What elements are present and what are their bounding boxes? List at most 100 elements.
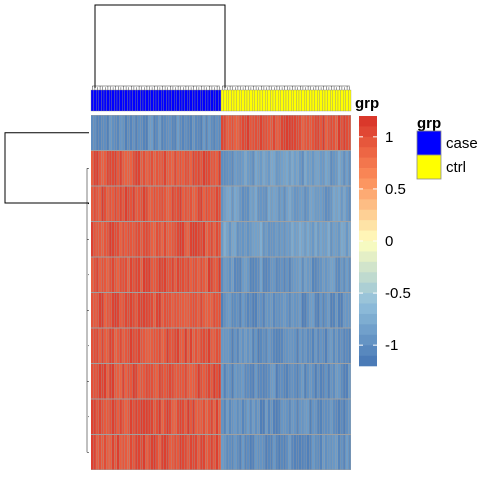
heatmap-cell [179,293,182,328]
heatmap-cell [106,293,109,328]
heatmap-cell [262,115,265,150]
heatmap-cell [150,186,154,221]
heatmap-cell [252,293,255,328]
heatmap-cell [288,222,291,257]
heatmap-cell [200,151,203,186]
heatmap-cell [345,151,349,186]
heatmap-cell [208,151,211,186]
heatmap-cell [325,222,328,257]
heatmap-cell [106,364,109,399]
heatmap-cell [215,293,219,328]
heatmap-cell [299,364,302,399]
heatmap-cell [296,186,299,221]
annotation-cell-case [174,89,177,112]
heatmap-cell [114,151,117,186]
heatmap-cell [104,115,107,150]
heatmap-cell [218,399,221,434]
heatmap-cell [301,186,304,221]
heatmap-cell [106,222,109,257]
heatmap-cell [236,257,239,292]
heatmap-cell [130,328,133,363]
heatmap-cell [249,293,252,328]
heatmap-cell [322,328,325,363]
annotation-cell-ctrl [278,89,281,112]
heatmap-cell [205,364,208,399]
heatmap-cell [213,328,216,363]
heatmap-cell [286,435,289,470]
heatmap-cell [335,222,338,257]
heatmap-cell [184,222,187,257]
annotation-cell-ctrl [319,89,323,112]
heatmap-cell [280,222,284,257]
heatmap-cell [239,399,242,434]
heatmap-cell [221,293,224,328]
heatmap-cell [200,399,203,434]
heatmap-cell [197,328,200,363]
heatmap-cell [247,328,250,363]
heatmap-cell [252,222,255,257]
heatmap-cell [273,328,276,363]
heatmap-cell [150,222,154,257]
heatmap-cell [195,115,198,150]
heatmap-cell [332,186,336,221]
heatmap-cell [171,115,174,150]
heatmap-cell [260,435,263,470]
heatmap-cell [179,257,182,292]
heatmap-cell [174,293,177,328]
heatmap-cell [273,399,276,434]
heatmap-cell [176,151,180,186]
heatmap-cell [239,186,242,221]
heatmap-cell [299,186,302,221]
heatmap-cell [200,328,203,363]
heatmap-cell [127,364,130,399]
heatmap-cell [332,364,336,399]
heatmap-cell [275,257,278,292]
annotation-cell-case [98,89,102,112]
heatmap-cell [156,186,159,221]
heatmap-cell [304,186,307,221]
heatmap-cell [299,435,302,470]
heatmap-cell [182,115,185,150]
heatmap-cell [163,186,167,221]
heatmap-cell [291,435,294,470]
heatmap-cell [171,435,174,470]
heatmap-cell [176,328,180,363]
heatmap-cell [189,257,193,292]
heatmap-cell [122,293,125,328]
heatmap-cell [158,364,161,399]
heatmap-cell [174,115,177,150]
heatmap-cell [145,399,148,434]
heatmap-cell [218,222,221,257]
heatmap-cell [148,399,151,434]
heatmap-cell [319,364,323,399]
heatmap-cell [171,186,174,221]
heatmap-cell [257,399,260,434]
heatmap-cell [330,328,333,363]
heatmap-cell [247,399,250,434]
heatmap-cell [228,364,232,399]
heatmap-cell [304,364,307,399]
heatmap-cell [145,222,148,257]
heatmap-cell [270,328,273,363]
heatmap-cell [317,115,320,150]
heatmap-cell [304,115,307,150]
heatmap-cell [340,364,343,399]
heatmap-cell [137,257,141,292]
colorbar-segment [359,293,377,304]
heatmap-cell [101,222,104,257]
heatmap-cell [101,364,104,399]
annotation-cell-ctrl [345,89,349,112]
heatmap-cell [273,115,276,150]
heatmap-cell [249,151,252,186]
heatmap-cell [283,151,286,186]
heatmap-cell [184,186,187,221]
heatmap-cell [210,328,213,363]
heatmap-cell [283,364,286,399]
heatmap-cell [231,364,234,399]
annotation-cell-case [140,89,144,112]
heatmap-cell [343,222,346,257]
heatmap-cell [293,328,297,363]
heatmap-cell [260,293,263,328]
heatmap-cell [254,257,258,292]
heatmap-cell [192,435,195,470]
